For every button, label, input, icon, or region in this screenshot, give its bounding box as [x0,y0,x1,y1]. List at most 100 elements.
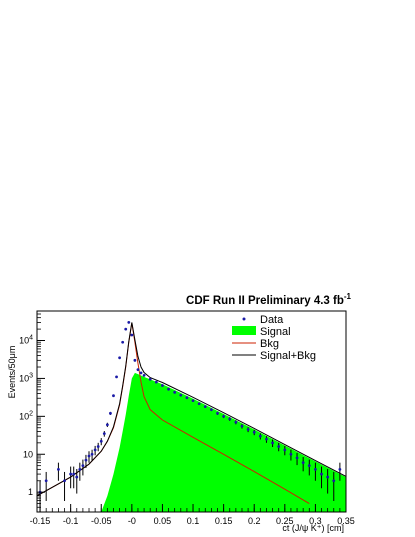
legend-item: Signal [232,326,291,338]
x-tick-label: 0.05 [154,516,172,526]
data-point-marker [148,377,152,381]
data-point [228,417,232,421]
data-point [127,321,131,324]
data-point-marker [197,402,201,406]
data-point-marker [84,458,88,462]
data-point-marker [102,432,106,436]
signal-area [101,372,346,512]
data-point [63,471,66,501]
data-point [93,445,97,456]
legend-label: Data [260,314,284,326]
data-point-marker [179,393,183,397]
x-tick-label: 0.1 [187,516,200,526]
data-point [148,377,152,381]
total-layer [37,322,346,497]
data-point [154,380,158,384]
data-point [301,457,305,472]
data-point [115,375,118,379]
data-point [289,449,293,461]
data-point-marker [320,472,323,476]
legend-swatch [232,326,256,335]
data-point [209,408,213,412]
x-axis-label: ct (J/ψ K⁺) [cm] [282,523,344,533]
data-point [130,333,134,337]
data-point [139,371,143,375]
y-axis-label: Events/50μm [7,346,17,399]
data-point-marker [133,358,137,362]
data-point-marker [112,394,115,398]
data-point [185,396,189,400]
data-point-marker [271,441,274,445]
data-point [265,436,268,443]
data-point [179,393,183,397]
data-point [246,427,250,433]
data-point-marker [115,375,118,379]
data-point-marker [326,475,330,479]
data-point [252,429,256,436]
data-point-marker [105,423,109,427]
chart-title-text: CDF Run II Preliminary 4.3 fb [186,295,344,307]
data-point-marker [283,448,287,452]
data-point [234,420,238,425]
x-axis: -0.15 -0.1 -0.05 -0 0.05 0.1 0.15 0.2 0.25 0.3 0.3… [30,504,355,526]
data-point [271,439,274,448]
data-point-marker [72,472,76,476]
legend-label: Signal [260,326,291,338]
data-point [84,454,88,468]
chart-title-superscript: -1 [344,292,352,301]
data-point [295,452,299,466]
data-point-marker [99,439,103,443]
data-point-marker [75,475,79,479]
data-point [102,431,106,437]
data-point-marker [216,411,219,415]
data-point-marker [209,408,213,412]
data-point [124,327,128,331]
data-point-marker [246,428,250,431]
data-point-marker [338,467,342,471]
data-point-marker [252,430,256,434]
data-points-layer [38,321,342,512]
legend-label: Bkg [260,338,279,350]
data-point [338,462,342,481]
signal-layer [101,372,346,512]
data-point [173,390,177,394]
data-point-marker [118,356,122,360]
data-point-marker [90,452,94,456]
data-point-marker [78,467,82,471]
data-point [44,471,48,501]
y-tick-label: 104 [19,335,33,346]
data-point-marker [109,411,112,415]
data-point-marker [222,414,226,418]
data-point-marker [136,368,140,372]
y-tick-label: 1 [28,487,33,497]
data-point [57,462,60,481]
data-point [167,387,170,391]
legend-item: Signal+Bkg [232,350,316,362]
data-point-marker [127,321,131,324]
x-tick-label: -0.15 [30,516,51,526]
y-tick-label: 103 [19,372,33,383]
data-point-marker [69,472,73,476]
data-point-marker [154,380,158,384]
plot-frame [36,310,347,513]
data-point-marker [124,327,128,331]
legend-label: Signal+Bkg [260,350,316,362]
y-tick-label: 102 [19,410,33,421]
data-point-marker [121,340,125,344]
data-point [109,411,112,415]
y-tick-label: 10 [23,449,33,459]
data-point [78,462,82,481]
data-point-marker [240,424,244,428]
data-point [240,424,244,429]
data-point-marker [203,405,207,409]
data-point [191,399,195,403]
data-point-marker [44,479,48,483]
data-point [81,459,85,476]
x-tick-label: -0 [128,516,136,526]
data-point [72,466,76,489]
data-point [99,438,103,446]
data-point [277,442,281,452]
data-point-marker [258,434,262,438]
data-point-marker [167,387,170,391]
data-point [69,466,73,489]
